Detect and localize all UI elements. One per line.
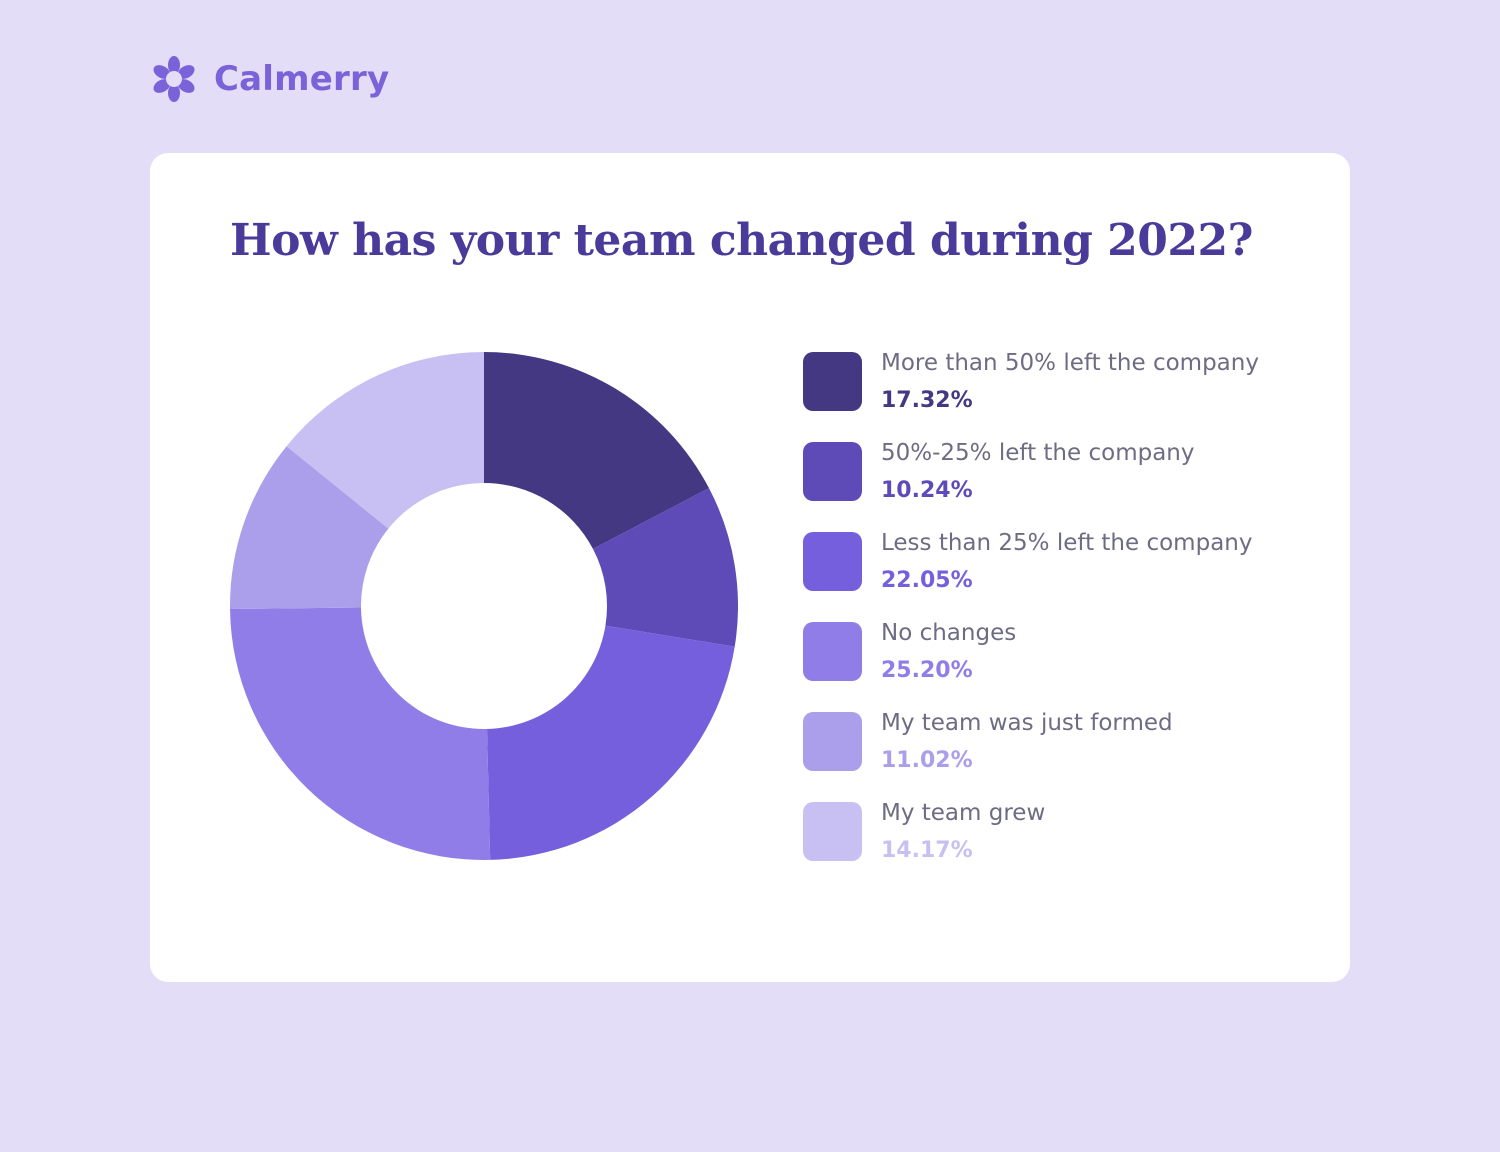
legend-swatch: [803, 352, 862, 411]
brand-name: Calmerry: [214, 59, 390, 99]
legend-swatch: [803, 802, 862, 861]
legend-item: Less than 25% left the company 22.05%: [803, 530, 1303, 593]
legend-value: 10.24%: [881, 478, 973, 503]
legend-item: My team was just formed 11.02%: [803, 710, 1303, 773]
chart-title: How has your team changed during 2022?: [230, 215, 1253, 266]
legend-item: More than 50% left the company 17.32%: [803, 350, 1303, 413]
legend-item: My team grew 14.17%: [803, 800, 1303, 863]
legend-item: 50%-25% left the company 10.24%: [803, 440, 1303, 503]
donut-slice-4: [230, 607, 491, 860]
legend-swatch: [803, 442, 862, 501]
legend-value: 25.20%: [881, 658, 973, 683]
donut-chart: [230, 352, 738, 860]
legend-label: Less than 25% left the company: [881, 530, 1253, 556]
legend-swatch: [803, 532, 862, 591]
donut-slice-1: [484, 352, 709, 549]
donut-slice-5: [230, 446, 389, 610]
legend-value: 17.32%: [881, 388, 973, 413]
legend-value: 22.05%: [881, 568, 973, 593]
legend-label: 50%-25% left the company: [881, 440, 1195, 466]
legend-value: 11.02%: [881, 748, 973, 773]
brand: Calmerry: [150, 54, 389, 104]
donut-slice-3: [487, 625, 735, 860]
legend-value: 14.17%: [881, 838, 973, 863]
donut-slice-6: [286, 352, 484, 529]
legend-swatch: [803, 712, 862, 771]
legend-label: More than 50% left the company: [881, 350, 1259, 376]
chart-card: How has your team changed during 2022? M…: [150, 153, 1350, 982]
legend-swatch: [803, 622, 862, 681]
legend-label: My team was just formed: [881, 710, 1173, 736]
legend-item: No changes 25.20%: [803, 620, 1303, 683]
flower-logo-icon: [153, 56, 195, 102]
legend-label: My team grew: [881, 800, 1046, 826]
donut-slice-2: [592, 488, 738, 647]
legend-label: No changes: [881, 620, 1017, 646]
